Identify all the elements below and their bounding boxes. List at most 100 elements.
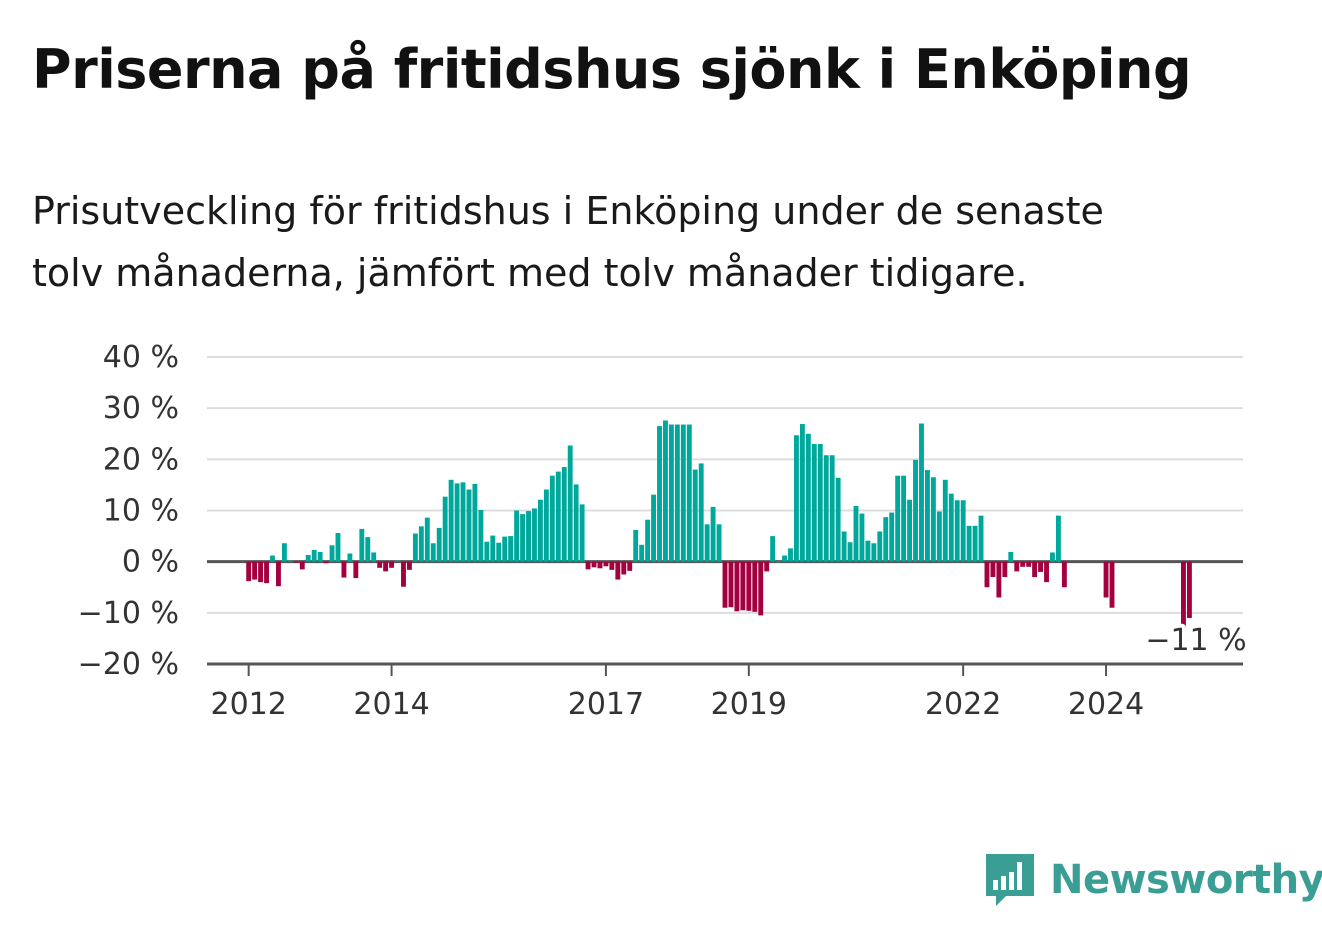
bar — [942, 479, 948, 562]
bar — [335, 533, 341, 562]
bar — [645, 519, 651, 562]
annotation: −11 %−11 % — [1141, 619, 1250, 662]
bar — [252, 561, 258, 580]
bar — [1020, 561, 1026, 567]
bar — [317, 551, 323, 562]
bar — [895, 475, 901, 562]
bar — [573, 484, 579, 562]
bar — [591, 561, 597, 568]
bar — [329, 545, 335, 562]
bar — [692, 469, 698, 562]
bar — [270, 555, 275, 562]
bar — [776, 561, 782, 563]
bar — [668, 424, 674, 562]
bar — [585, 561, 591, 570]
bar — [526, 511, 531, 562]
bar — [883, 517, 889, 562]
bar — [347, 553, 353, 562]
bar — [782, 555, 787, 562]
bar — [323, 561, 329, 564]
bar — [758, 561, 764, 616]
bar — [936, 511, 942, 562]
bar — [1055, 515, 1061, 562]
bar — [484, 541, 490, 562]
bar — [430, 543, 436, 562]
bar — [365, 537, 371, 562]
bar — [490, 535, 496, 562]
bar — [1050, 552, 1055, 562]
y-tick-label: 40 % — [103, 340, 179, 375]
bar — [930, 477, 936, 562]
bar — [871, 543, 877, 562]
bar — [990, 561, 996, 578]
annotation-halo: −11 % — [1145, 623, 1246, 658]
bar — [972, 525, 978, 562]
bar — [722, 561, 728, 608]
bar — [919, 423, 924, 562]
bar — [1186, 561, 1192, 618]
bar — [1038, 561, 1044, 572]
bar — [1032, 561, 1038, 578]
bar — [805, 433, 811, 562]
bar — [716, 524, 722, 562]
bar — [276, 561, 281, 587]
bar — [520, 514, 526, 562]
bar — [436, 527, 442, 562]
annotation-label: −11 % — [1145, 623, 1246, 658]
bar — [621, 561, 627, 575]
bar — [740, 561, 746, 611]
bar — [948, 493, 954, 562]
bar — [389, 561, 395, 568]
bar — [817, 443, 823, 562]
y-tick-label: 30 % — [103, 391, 179, 426]
bar — [698, 463, 704, 562]
x-tick-label: 2012 — [210, 687, 286, 722]
bar — [496, 542, 502, 562]
subtitle-line-1: Prisutveckling för fritidshus i Enköping… — [32, 189, 1104, 233]
bar — [615, 561, 621, 580]
bar — [1014, 561, 1020, 572]
bar — [353, 561, 359, 579]
bar — [651, 494, 656, 562]
bar — [406, 561, 412, 570]
bar — [341, 561, 347, 578]
x-tick-label: 2024 — [1068, 687, 1144, 722]
bar — [663, 420, 668, 562]
bar — [281, 543, 287, 562]
bar — [829, 455, 835, 562]
bar — [996, 561, 1002, 598]
bar — [657, 426, 662, 562]
bar — [728, 561, 734, 608]
bar — [924, 470, 930, 562]
bar — [686, 424, 692, 562]
bar — [395, 560, 400, 562]
bar — [412, 533, 418, 562]
bar — [770, 536, 776, 562]
bar — [954, 500, 960, 562]
bar — [514, 510, 520, 562]
bars — [246, 420, 1192, 629]
bar — [448, 479, 454, 562]
bar — [799, 424, 805, 562]
bar — [305, 555, 311, 562]
bar — [633, 529, 639, 562]
bar — [674, 424, 680, 562]
y-tick-label: −20 % — [78, 647, 179, 682]
y-tick-label: 20 % — [103, 442, 179, 477]
bar — [811, 443, 817, 562]
bar — [710, 506, 716, 562]
bar — [549, 475, 555, 562]
bar — [442, 496, 448, 562]
bar — [371, 552, 377, 562]
bar — [424, 517, 430, 562]
y-tick-label: −10 % — [78, 596, 179, 631]
x-tick-label: 2019 — [711, 687, 787, 722]
y-tick-label: 0 % — [122, 545, 179, 580]
y-axis: 40 % 30 % 20 % 10 % 0 % −10 % −20 % — [78, 340, 179, 682]
bar — [907, 499, 913, 562]
bar — [1181, 561, 1186, 629]
bar — [532, 508, 537, 562]
bar — [567, 445, 573, 562]
bar — [752, 561, 758, 612]
bar — [502, 536, 508, 562]
